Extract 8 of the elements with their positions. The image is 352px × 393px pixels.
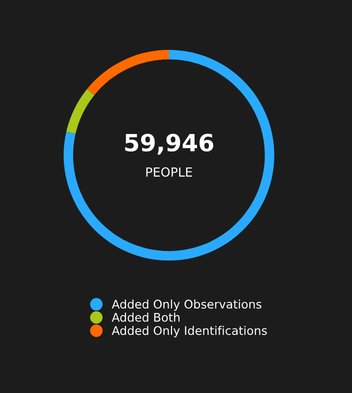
text: PEOPLE — [146, 167, 192, 177]
legend-label: Added Both — [112, 312, 180, 322]
text: 59,946 — [125, 134, 214, 155]
legend-label: Added Only Observations — [112, 299, 262, 311]
donut-slice — [64, 50, 274, 261]
donut-slice — [86, 50, 169, 96]
legend-label: Added Only Identifications — [112, 326, 267, 338]
donut-slice — [66, 89, 94, 134]
